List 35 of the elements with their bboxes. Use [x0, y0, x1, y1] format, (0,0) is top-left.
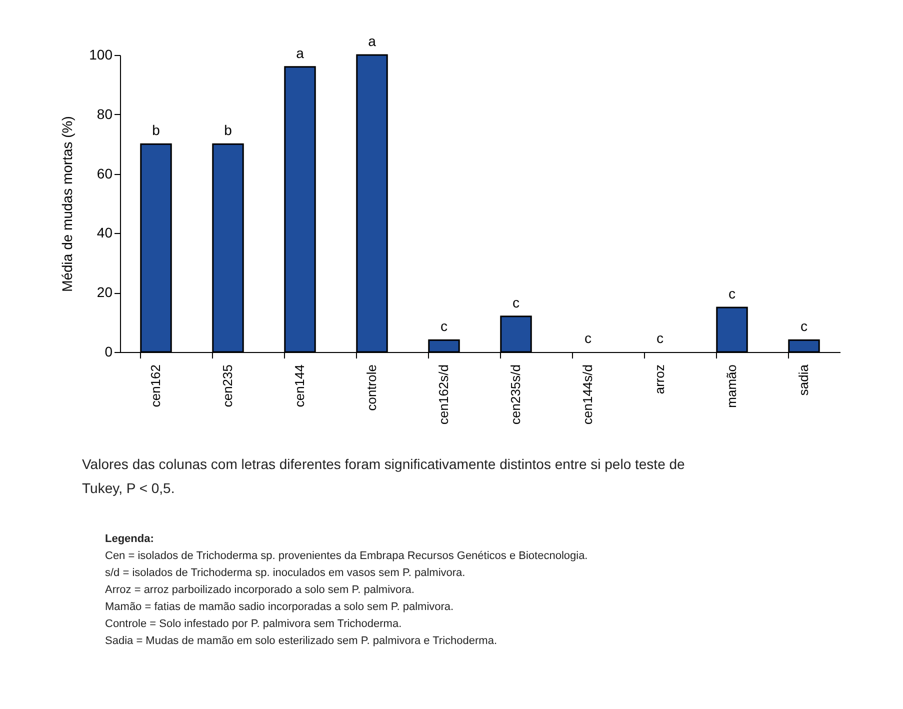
annotation: c: [512, 294, 520, 310]
annotation: c: [440, 318, 448, 334]
annotation: c: [800, 318, 808, 334]
annotation: c: [656, 330, 664, 346]
annotation: b: [224, 122, 232, 138]
y-tick-label: 60: [96, 165, 113, 182]
annotation: b: [152, 122, 160, 138]
x-tick-label: cen144: [292, 364, 307, 408]
x-tick-label: arroz: [652, 364, 667, 394]
x-tick-label: sadia: [796, 364, 811, 396]
y-tick-label: 80: [96, 106, 113, 122]
text: Cen = isolados de Trichoderma sp. provenientes da Embrapa Recursos Genéticos e Biotecnologia.: [105, 550, 588, 562]
annotation: c: [584, 330, 592, 346]
y-axis-title: Média de mudas mortas (%): [59, 116, 76, 292]
text: Legenda:: [105, 533, 154, 545]
annotation: c: [728, 285, 736, 302]
annotation: a: [296, 44, 304, 61]
text: s/d = isolados de Trichoderma sp. inoculados em vasos sem P. palmivora.: [105, 567, 466, 579]
x-tick-label: cen235s/d: [508, 364, 523, 424]
x-tick-label: mamão: [724, 364, 739, 408]
x-tick-label: cen144s/d: [580, 364, 595, 424]
x-tick-label: cen235: [220, 364, 235, 408]
annotation: a: [368, 33, 376, 49]
y-tick-label: 0: [104, 344, 113, 360]
x-tick-label: controle: [364, 364, 379, 411]
x-tick-label: cen162s/d: [436, 364, 451, 424]
x-tick-label: cen162: [148, 364, 163, 408]
text: Controle = Solo infestado por P. palmivora sem Trichoderma.: [105, 618, 402, 630]
text: Mamão = fatias de mamão sadio incorporadas a solo sem P. palmivora.: [105, 601, 454, 613]
y-tick-label: 40: [96, 224, 113, 241]
text: Valores das colunas com letras diferentes foram significativamente distintos entre si pelo teste de Tukey, P < 0,5.: [82, 456, 686, 496]
text: Arroz = arroz parboilizado incorporado a solo sem P. palmivora.: [105, 584, 414, 596]
y-tick-label: 20: [96, 284, 113, 300]
text: Sadia = Mudas de mamão em solo esterilizado sem P. palmivora e Trichoderma.: [105, 635, 498, 647]
y-tick-label: 100: [89, 46, 113, 62]
